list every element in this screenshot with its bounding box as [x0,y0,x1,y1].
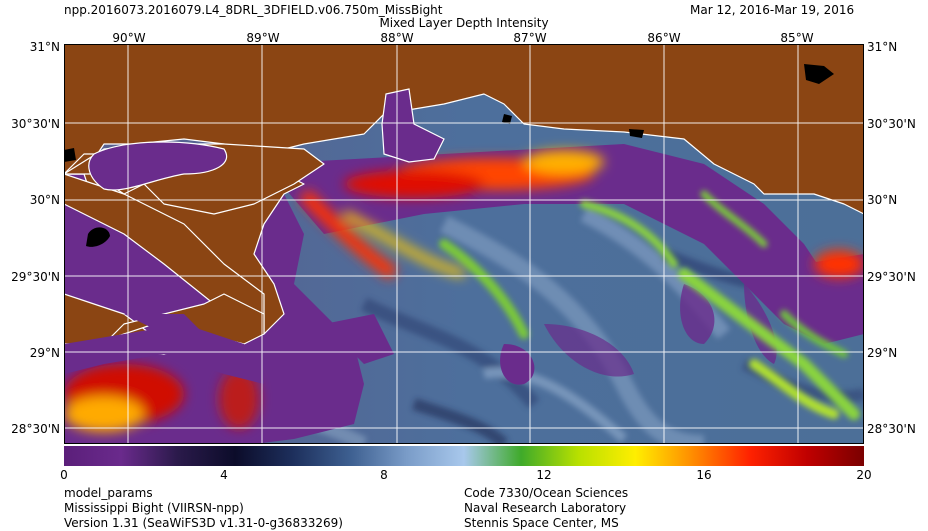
lat-label-right-28-30n: 28°30'N [867,422,916,436]
footer-model-params: model_params [64,486,153,500]
colorbar-tick-20: 20 [856,468,872,482]
lat-label-right-31n: 31°N [867,40,898,54]
lat-label-right-30n: 30°N [867,193,898,207]
footer-version: Version 1.31 (SeaWiFS3D v1.31-0-g3683326… [64,516,343,530]
mld-green-features [439,190,860,420]
map-title: Mixed Layer Depth Intensity [379,16,549,30]
inland-lakes [64,64,834,247]
lat-label-right-29-30n: 29°30'N [867,270,916,284]
lat-label-left-30-30n: 30°30'N [11,117,60,131]
mld-high-features [64,150,864,432]
colorbar-tick-16: 16 [696,468,712,482]
lon-label-87w: 87°W [513,31,547,45]
lat-label-left-28-30n: 28°30'N [11,422,60,436]
lat-label-right-30-30n: 30°30'N [867,117,916,131]
footer-lab: Naval Research Laboratory [464,501,627,515]
mld-map [64,44,864,444]
colorbar-tick-4: 4 [220,468,228,482]
delta-shelf [64,314,264,384]
lat-label-left-31n: 31°N [29,40,60,54]
footer-region: Mississippi Bight (VIIRSN-npp) [64,501,244,515]
lat-label-right-29n: 29°N [867,346,898,360]
lake-pontchartrain [88,141,228,191]
lon-label-89w: 89°W [246,31,280,45]
lat-label-left-29-30n: 29°30'N [11,270,60,284]
colorbar [64,446,864,466]
lon-label-86w: 86°W [647,31,681,45]
lon-label-88w: 88°W [380,31,414,45]
product-name: npp.2016073.2016079.L4_8DRL_3DFIELD.v06.… [64,3,443,17]
colorbar-tick-8: 8 [380,468,388,482]
colorbar-tick-0: 0 [60,468,68,482]
graticule [64,44,864,444]
colorbar-tick-12: 12 [536,468,552,482]
footer-location: Stennis Space Center, MS [464,516,619,530]
lon-label-85w: 85°W [780,31,814,45]
footer-code: Code 7330/Ocean Sciences [464,486,629,500]
lat-label-left-30n: 30°N [29,193,60,207]
lon-label-90w: 90°W [112,31,146,45]
date-range: Mar 12, 2016-Mar 19, 2016 [690,3,855,17]
lat-label-left-29n: 29°N [29,346,60,360]
